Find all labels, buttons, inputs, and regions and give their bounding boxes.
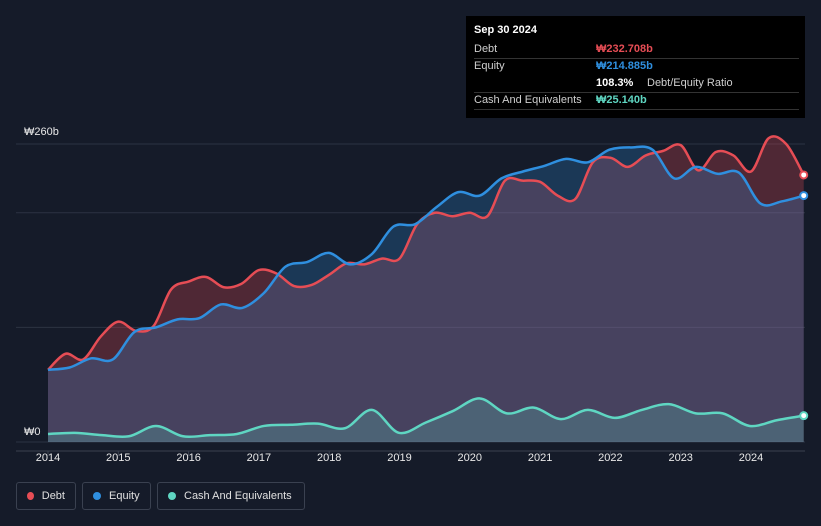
- legend-equity-label: Equity: [109, 490, 140, 502]
- tooltip-row-ratio: 108.3% Debt/Equity Ratio: [474, 75, 799, 93]
- x-tick-label-4: 2018: [317, 452, 341, 464]
- debt-label: Debt: [474, 43, 498, 55]
- x-tick-label-10: 2024: [739, 452, 763, 464]
- tooltip: Sep 30 2024 Debt ₩232.708b Equity ₩214.8…: [466, 16, 805, 118]
- cash-label: Cash And Equivalents: [474, 94, 582, 106]
- ratio-label: Debt/Equity Ratio: [647, 77, 733, 89]
- series-areas: [48, 136, 804, 443]
- debt-value: ₩232.708b: [596, 43, 653, 55]
- equity-value: ₩214.885b: [596, 60, 653, 72]
- equity-label: Equity: [474, 60, 505, 72]
- y-axis-bottom-label: ₩0: [24, 426, 41, 438]
- area-0: [48, 136, 804, 442]
- end-marker-0: [799, 170, 809, 180]
- x-tick-label-3: 2017: [247, 452, 271, 464]
- legend-debt[interactable]: Debt: [16, 482, 76, 510]
- legend-equity[interactable]: Equity: [82, 482, 151, 510]
- series-lines: [47, 135, 809, 439]
- legend-debt-label: Debt: [41, 490, 65, 502]
- cash-value: ₩25.140b: [596, 94, 647, 106]
- y-axis-top-label: ₩260b: [24, 126, 59, 138]
- x-axis-ticks: 2014 2015 2016 2017 2018 2019 2020 2021 2022 2023…: [36, 451, 763, 464]
- tooltip-row-equity: Equity ₩214.885b: [474, 58, 799, 75]
- x-tick-label-1: 2015: [106, 452, 130, 464]
- x-tick-label-9: 2023: [668, 452, 692, 464]
- debt-dot-icon: [27, 492, 34, 500]
- x-tick-label-8: 2022: [598, 452, 622, 464]
- ratio-value: 108.3%: [596, 77, 634, 89]
- cash-dot-icon: [168, 492, 176, 500]
- x-tick-label-0: 2014: [36, 452, 60, 464]
- line-2: [47, 397, 804, 439]
- x-tick-label-7: 2021: [528, 452, 552, 464]
- legend-cash[interactable]: Cash And Equivalents: [157, 482, 305, 510]
- end-marker-1: [799, 191, 809, 201]
- x-tick-label-2: 2016: [176, 452, 200, 464]
- tooltip-row-cash: Cash And Equivalents ₩25.140b: [474, 92, 799, 110]
- end-marker-2: [799, 411, 809, 421]
- area-2: [48, 398, 804, 442]
- x-tick-label-5: 2019: [387, 452, 411, 464]
- legend-cash-label: Cash And Equivalents: [184, 490, 292, 502]
- tooltip-date: Sep 30 2024: [474, 24, 537, 36]
- x-tick-label-6: 2020: [458, 452, 482, 464]
- area-1: [48, 146, 804, 443]
- line-1: [47, 145, 805, 372]
- tooltip-row-debt: Debt ₩232.708b: [474, 41, 799, 59]
- equity-dot-icon: [93, 492, 101, 500]
